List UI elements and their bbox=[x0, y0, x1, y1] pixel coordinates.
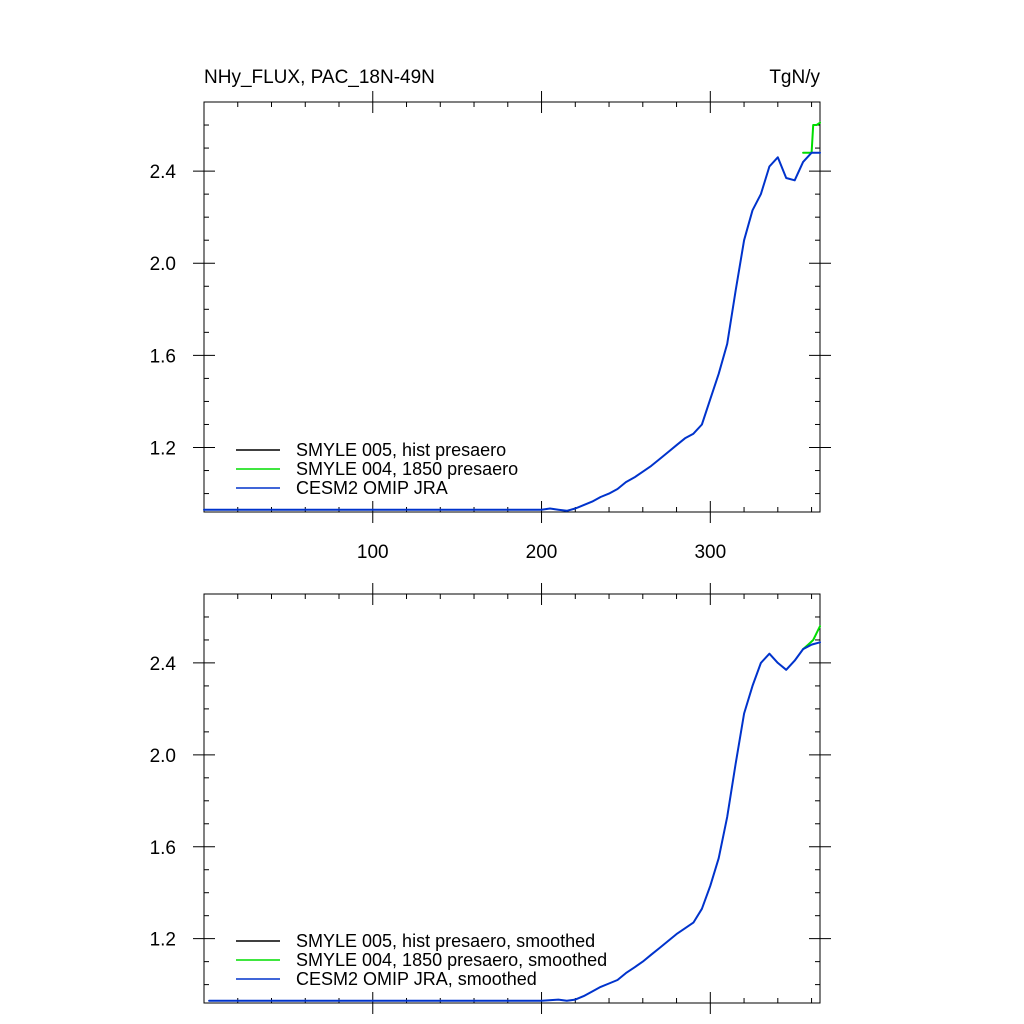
y-tick-label: 1.6 bbox=[150, 346, 176, 367]
legend-label: SMYLE 004, 1850 presaero bbox=[296, 459, 518, 479]
plot-frame bbox=[203, 101, 821, 513]
legend-label: SMYLE 004, 1850 presaero, smoothed bbox=[296, 950, 607, 970]
y-tick-label: 2.4 bbox=[150, 162, 177, 183]
x-tick-label: 300 bbox=[694, 542, 726, 563]
plot-frame bbox=[203, 593, 821, 1004]
y-tick-label: 1.6 bbox=[150, 838, 176, 859]
series-line-2 bbox=[203, 151, 821, 512]
series-line-1 bbox=[802, 121, 821, 154]
y-tick-label: 2.4 bbox=[150, 654, 177, 675]
chart-title-right: TgN/y bbox=[769, 67, 820, 88]
chart-title-left: NHy_FLUX, PAC_18N-49N bbox=[204, 67, 435, 88]
bottom-panel: 1.2 1.6 2.0 2.4 SMYLE 005, hist presaero, sm… bbox=[150, 583, 831, 1014]
y-tick-label: 1.2 bbox=[150, 930, 176, 951]
top-panel: NHy_FLUX, PAC_18N-49N TgN/y 100 200 300 1.2… bbox=[150, 67, 831, 563]
series-line-1 bbox=[802, 625, 821, 651]
y-tick-label: 2.0 bbox=[150, 746, 176, 767]
x-tick-label: 100 bbox=[357, 542, 389, 563]
x-tick-label: 200 bbox=[526, 542, 558, 563]
legend-label: SMYLE 005, hist presaero bbox=[296, 440, 506, 460]
legend-label: CESM2 OMIP JRA bbox=[296, 478, 448, 498]
y-tick-label: 1.2 bbox=[150, 439, 176, 460]
series-line-2 bbox=[208, 641, 821, 1002]
y-tick-label: 2.0 bbox=[150, 254, 176, 275]
legend-label: CESM2 OMIP JRA, smoothed bbox=[296, 969, 537, 989]
legend-label: SMYLE 005, hist presaero, smoothed bbox=[296, 931, 595, 951]
